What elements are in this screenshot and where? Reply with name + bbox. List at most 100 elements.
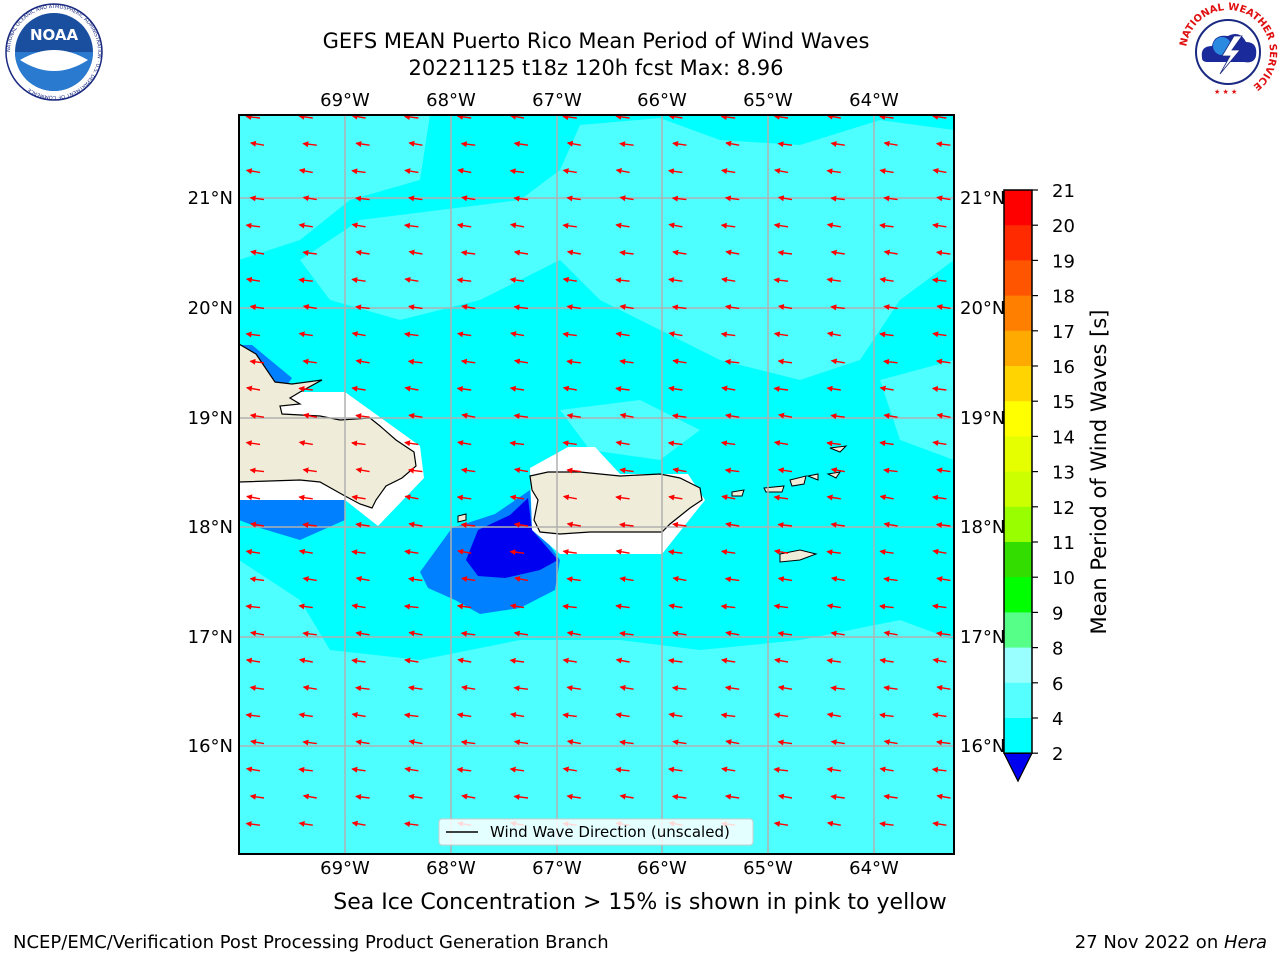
wind-arrow	[355, 141, 370, 147]
colorbar-tick-label: 8	[1052, 639, 1063, 660]
colorbar-segment	[1004, 471, 1032, 508]
wind-arrow	[619, 630, 634, 637]
lat-label: 20°N	[960, 298, 1005, 319]
wind-arrow	[830, 195, 845, 202]
wind-arrow	[826, 168, 841, 175]
wind-arrow	[935, 141, 951, 148]
wind-arrow	[826, 385, 841, 392]
wind-arrow	[562, 766, 577, 773]
wind-arrow	[509, 385, 525, 392]
colorbar-tick-label: 10	[1052, 568, 1075, 589]
wind-arrow	[245, 766, 261, 773]
wind-arrow	[879, 168, 894, 175]
wind-arrow	[619, 793, 634, 800]
wind-arrow	[672, 575, 687, 582]
wind-arrow	[932, 820, 947, 827]
colorbar-segment	[1004, 295, 1032, 332]
wind-arrow	[883, 304, 898, 311]
colorbar-segment	[1004, 577, 1032, 613]
wind-arrow	[935, 522, 951, 529]
wind-arrow	[351, 385, 366, 392]
wind-arrow	[408, 195, 423, 202]
wind-arrow	[615, 548, 630, 555]
wind-arrow	[566, 358, 581, 365]
wind-arrow	[672, 467, 687, 474]
wind-arrow	[615, 331, 630, 338]
wind-arrow	[667, 440, 683, 447]
wind-arrow	[509, 277, 525, 284]
wind-arrow	[566, 793, 581, 800]
wind-arrow	[721, 276, 736, 283]
wind-arrow	[724, 576, 740, 583]
wind-arrow	[777, 141, 793, 148]
colorbar-segment	[1004, 330, 1032, 367]
wind-arrow	[619, 576, 634, 583]
wind-arrow	[777, 304, 793, 310]
wind-arrow	[245, 603, 261, 610]
wind-arrow	[245, 222, 261, 229]
wind-arrow	[351, 603, 366, 610]
wind-arrow	[351, 657, 366, 664]
wind-arrow	[668, 766, 683, 773]
wind-arrow	[724, 304, 740, 311]
wind-arrow	[404, 168, 419, 175]
wind-arrow	[249, 521, 265, 528]
wind-arrow	[562, 549, 577, 555]
wind-arrow	[777, 684, 793, 691]
wind-arrow	[672, 358, 687, 365]
wind-arrow	[883, 793, 898, 800]
wind-arrow	[932, 548, 947, 555]
wind-arrow	[566, 739, 581, 746]
wind-arrow	[720, 222, 736, 229]
lat-labels-left: 21°N 20°N 19°N 18°N 17°N 16°N	[188, 188, 233, 757]
map-title: GEFS MEAN Puerto Rico Mean Period of Win…	[322, 29, 870, 53]
wind-arrow	[671, 685, 687, 692]
wind-arrow	[936, 195, 951, 202]
wind-arrow	[615, 603, 630, 610]
lat-label: 18°N	[188, 517, 233, 538]
wind-arrow	[460, 467, 476, 474]
wind-arrow	[249, 793, 265, 800]
wind-arrow	[407, 576, 423, 583]
wind-arrow	[826, 712, 841, 718]
wind-arrow	[667, 657, 683, 664]
svg-text:★ ★ ★: ★ ★ ★	[1214, 88, 1237, 96]
wind-arrow	[826, 222, 841, 229]
wind-arrow	[456, 277, 472, 284]
footer-host: Hera	[1223, 932, 1267, 953]
wind-arrow	[456, 331, 472, 338]
wind-arrow	[619, 467, 634, 474]
lon-label: 66°W	[637, 858, 687, 879]
wind-arrow	[460, 576, 476, 583]
wind-arrow	[408, 521, 423, 528]
wind-arrow	[404, 766, 419, 773]
wind-arrow	[671, 304, 687, 311]
wind-arrow	[298, 115, 313, 120]
wind-arrow	[879, 222, 894, 229]
lon-labels-top: 69°W 68°W 67°W 66°W 65°W 64°W	[320, 90, 899, 111]
wind-arrow	[826, 657, 841, 664]
lon-label: 68°W	[426, 858, 476, 879]
wind-arrow	[615, 440, 630, 447]
wind-arrow	[774, 657, 789, 664]
wind-arrow	[245, 168, 261, 175]
wind-arrow	[935, 249, 951, 256]
wind-arrow	[404, 549, 419, 555]
lat-label: 21°N	[960, 188, 1005, 209]
wind-arrow	[615, 712, 630, 719]
wind-arrow	[298, 548, 313, 555]
wind-arrow	[302, 522, 317, 529]
wind-arrow	[351, 440, 366, 447]
colorbar-tick-label: 6	[1052, 674, 1063, 695]
wind-arrow	[460, 630, 476, 637]
wind-arrow	[883, 249, 898, 256]
wind-arrow	[298, 712, 313, 719]
wind-arrow	[830, 358, 845, 365]
wind-arrow	[725, 140, 740, 147]
wind-arrow	[562, 276, 577, 283]
wind-arrow	[883, 739, 898, 746]
wind-arrow	[830, 249, 845, 256]
wind-arrow	[777, 793, 793, 800]
wind-arrow	[403, 821, 419, 828]
wind-arrow	[298, 603, 313, 610]
